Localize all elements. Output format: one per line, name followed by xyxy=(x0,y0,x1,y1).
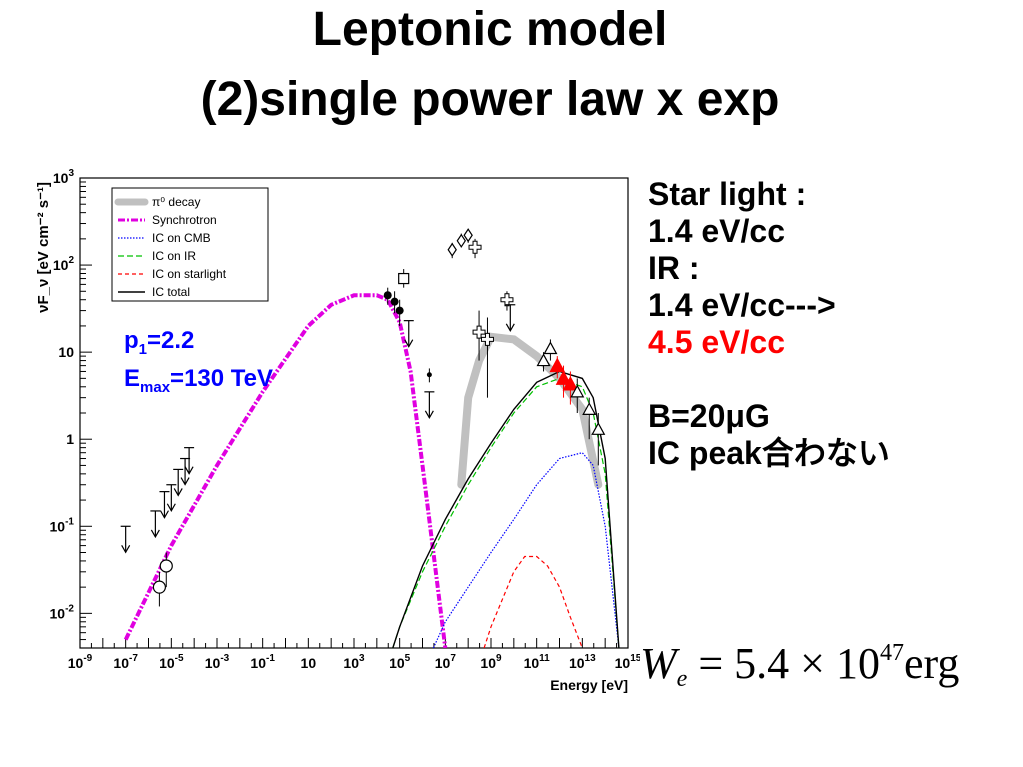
legend-label-ir: IC on IR xyxy=(152,249,196,263)
x-tick-label: 10-7 xyxy=(113,653,138,671)
data-point xyxy=(582,402,597,415)
data-point xyxy=(456,233,467,248)
series-cmb-line xyxy=(432,452,620,648)
data-point xyxy=(447,242,457,257)
series-starlight-line xyxy=(483,555,583,648)
upper-limit-arrow xyxy=(184,466,194,475)
y-tick-label: 10-1 xyxy=(50,516,75,534)
eq-subscript: e xyxy=(676,666,688,692)
data-point xyxy=(570,384,585,398)
data-point xyxy=(555,370,572,385)
x-tick-label: 107 xyxy=(435,653,457,671)
data-point xyxy=(468,240,482,254)
legend-label-synchrotron: Synchrotron xyxy=(152,213,217,227)
p1-value: =2.2 xyxy=(147,327,194,354)
y-axis-label: νF_ν [eV cm⁻² s⁻¹] xyxy=(35,182,52,313)
upper-limit-arrow xyxy=(505,323,515,332)
legend: π⁰ decay Synchrotron IC on CMB IC on IR IC o… xyxy=(111,187,269,302)
eq-exponent: 47 xyxy=(879,640,904,666)
upper-limit-arrow xyxy=(166,503,176,512)
emax-annotation: Emax=130 TeV xyxy=(124,365,273,396)
slide-title-line-1: Leptonic model xyxy=(312,3,668,56)
parameter-annotation: p1=2.2 Emax=130 TeV xyxy=(124,327,273,396)
x-tick-label: 1015 xyxy=(615,653,640,671)
model-curves xyxy=(123,293,620,648)
upper-limit-arrow xyxy=(150,529,160,539)
data-point xyxy=(536,353,551,367)
x-tick-label: 10-9 xyxy=(68,653,93,671)
x-tick-label: 109 xyxy=(480,653,502,671)
x-tick-label: 10 xyxy=(301,655,317,671)
x-axis-label: Energy [eV] xyxy=(550,677,628,693)
data-point xyxy=(549,357,566,373)
data-point xyxy=(591,422,606,435)
upper-limit-arrow xyxy=(424,410,434,420)
ic-peak-note: IC peak合わない xyxy=(648,435,890,471)
data-point xyxy=(395,306,404,315)
tick-layer xyxy=(79,177,629,649)
series-ir-line xyxy=(392,377,620,648)
x-tick-label: 105 xyxy=(389,653,411,671)
x-tick-label: 10-1 xyxy=(250,653,275,671)
legend-label-total: IC total xyxy=(152,285,190,299)
emax-symbol: E xyxy=(124,365,140,392)
data-point xyxy=(383,291,392,300)
emax-subscript: max xyxy=(140,379,171,396)
series-pi0-line xyxy=(457,332,603,489)
data-point xyxy=(159,559,173,573)
x-tick-label: 10-5 xyxy=(159,653,184,671)
upper-limit-arrow xyxy=(159,510,169,519)
spacer xyxy=(648,361,890,398)
data-point xyxy=(463,228,473,243)
slide-title-line-2: (2)single power law x exp xyxy=(200,73,780,126)
legend-label-pi0: π⁰ decay xyxy=(152,195,200,209)
upper-limit-arrow xyxy=(180,477,190,486)
upper-limit-arrow xyxy=(173,488,183,497)
x-tick-label: 1011 xyxy=(524,653,551,671)
legend-label-starlight: IC on starlight xyxy=(152,267,227,281)
electron-energy-equation: We = 5.4 × 1047erg xyxy=(640,638,959,693)
data-point xyxy=(390,297,399,306)
eq-symbol: W xyxy=(640,639,677,688)
upper-limit-arrow xyxy=(404,339,414,348)
star-light-value: 1.4 eV/cc xyxy=(648,213,785,249)
p1-symbol: p xyxy=(124,327,139,354)
data-point xyxy=(480,332,494,346)
p1-subscript: 1 xyxy=(139,341,147,358)
y-tick-label: 1 xyxy=(66,431,74,447)
emax-value: =130 TeV xyxy=(170,365,273,392)
series-total-line xyxy=(392,370,620,648)
x-tick-label: 10-3 xyxy=(205,653,230,671)
data-point xyxy=(500,293,514,307)
data-point xyxy=(562,375,579,391)
ir-value: 1.4 eV/cc---> xyxy=(648,287,836,323)
star-light-label: Star light : xyxy=(648,176,807,212)
parameter-notes: Star light : 1.4 eV/cc IR : 1.4 eV/cc---… xyxy=(648,176,890,472)
eq-value: = 5.4 × 10 xyxy=(698,639,880,688)
ir-label: IR : xyxy=(648,250,700,286)
upper-limit-arrow xyxy=(121,544,131,554)
ir-new-value: 4.5 eV/cc xyxy=(648,324,785,360)
series-synchrotron-line xyxy=(123,293,448,648)
y-tick-label: 103 xyxy=(53,168,75,186)
p1-annotation: p1=2.2 xyxy=(124,327,194,358)
sed-chart: 10-9 10-7 10-5 10-3 10-1 10 103 105 107 109 1011 10… xyxy=(35,168,640,693)
legend-box xyxy=(111,187,269,302)
x-tick-label: 103 xyxy=(343,653,365,671)
data-point xyxy=(398,272,410,285)
y-tick-label: 10-2 xyxy=(50,603,75,621)
magnetic-field: B=20μG xyxy=(648,398,770,434)
y-tick-label: 102 xyxy=(53,255,75,273)
data-point xyxy=(152,580,166,594)
data-points xyxy=(120,228,606,607)
eq-unit: erg xyxy=(903,639,960,688)
data-point xyxy=(426,372,432,378)
data-point xyxy=(543,341,558,355)
y-tick-label: 10 xyxy=(58,344,74,360)
tick-labels: 10-9 10-7 10-5 10-3 10-1 10 103 105 107 109 1011 10… xyxy=(50,168,640,671)
legend-label-cmb: IC on CMB xyxy=(152,231,211,245)
x-tick-label: 1013 xyxy=(569,653,596,671)
